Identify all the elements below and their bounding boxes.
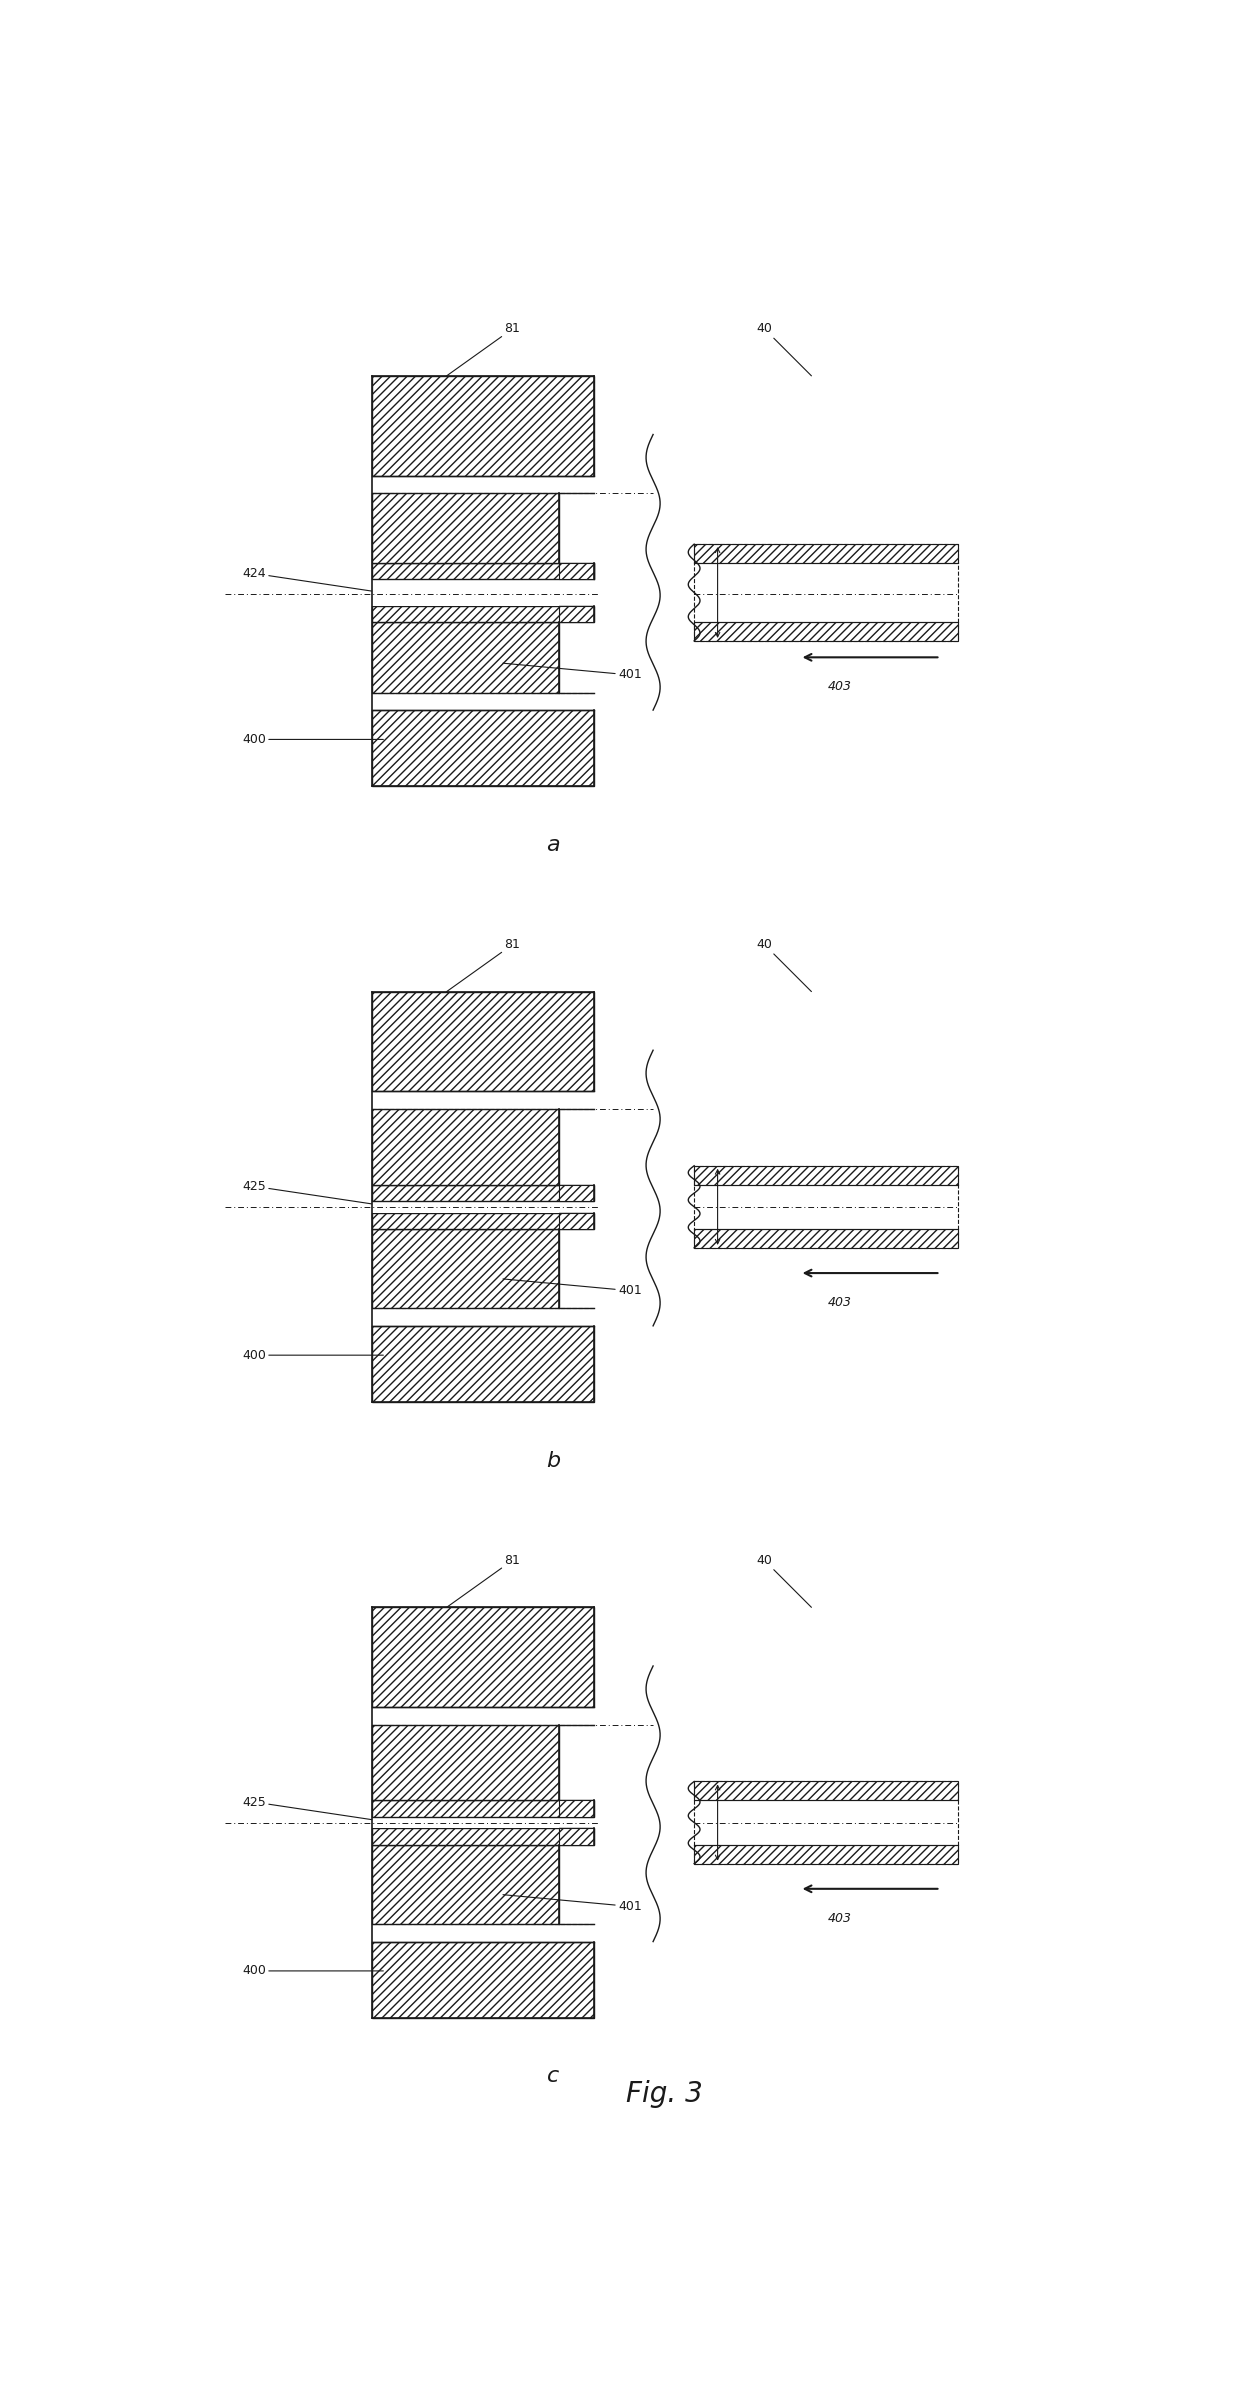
Bar [694,1228,959,1247]
Bar [559,564,594,578]
Bar [372,1725,559,1799]
Bar [559,1828,594,1845]
Bar [694,1782,959,1799]
Bar [694,545,959,564]
Text: 403: 403 [827,1295,852,1310]
Bar [372,377,594,475]
Bar [372,1211,594,1228]
Text: 81: 81 [446,938,521,991]
Text: 403: 403 [827,681,852,693]
Bar [372,621,559,693]
Text: c: c [547,2066,559,2087]
Text: b: b [547,1451,560,1471]
Bar [372,1845,559,1924]
Bar [372,1607,594,1708]
Bar [372,564,594,578]
Bar [694,1166,959,1247]
Text: Fig. 3: Fig. 3 [626,2080,703,2109]
Text: 424: 424 [243,566,372,590]
Text: a: a [547,835,560,854]
Bar [559,1185,594,1202]
Text: 403: 403 [827,1912,852,1924]
Bar [372,1327,594,1401]
Bar [372,1828,594,1845]
Text: 401: 401 [503,662,641,681]
Text: 81: 81 [446,1555,521,1607]
Bar [372,1185,594,1202]
Bar [372,605,594,621]
Text: 400: 400 [242,1348,383,1363]
Bar [372,991,594,1092]
Bar [372,710,594,787]
Bar [694,1782,959,1864]
Text: 425: 425 [242,1794,372,1818]
Bar [372,1202,559,1211]
Text: 40: 40 [756,938,811,991]
Bar [372,1108,559,1185]
Text: 425: 425 [242,1180,372,1204]
Bar [372,1799,594,1816]
Text: 400: 400 [242,734,383,746]
Bar [372,578,559,605]
Bar [694,621,959,641]
Bar [694,545,959,641]
Bar [372,1816,559,1828]
Text: 40: 40 [756,321,811,377]
Bar [559,1211,594,1228]
Bar [372,494,559,564]
Bar [694,1845,959,1864]
Text: 81: 81 [446,321,521,377]
Bar [559,1799,594,1816]
Text: 40: 40 [756,1555,811,1607]
Text: 401: 401 [503,1279,641,1298]
Text: 400: 400 [242,1965,383,1977]
Bar [694,1166,959,1185]
Bar [372,1228,559,1307]
Text: 401: 401 [503,1895,641,1912]
Bar [372,1941,594,2018]
Bar [559,605,594,621]
